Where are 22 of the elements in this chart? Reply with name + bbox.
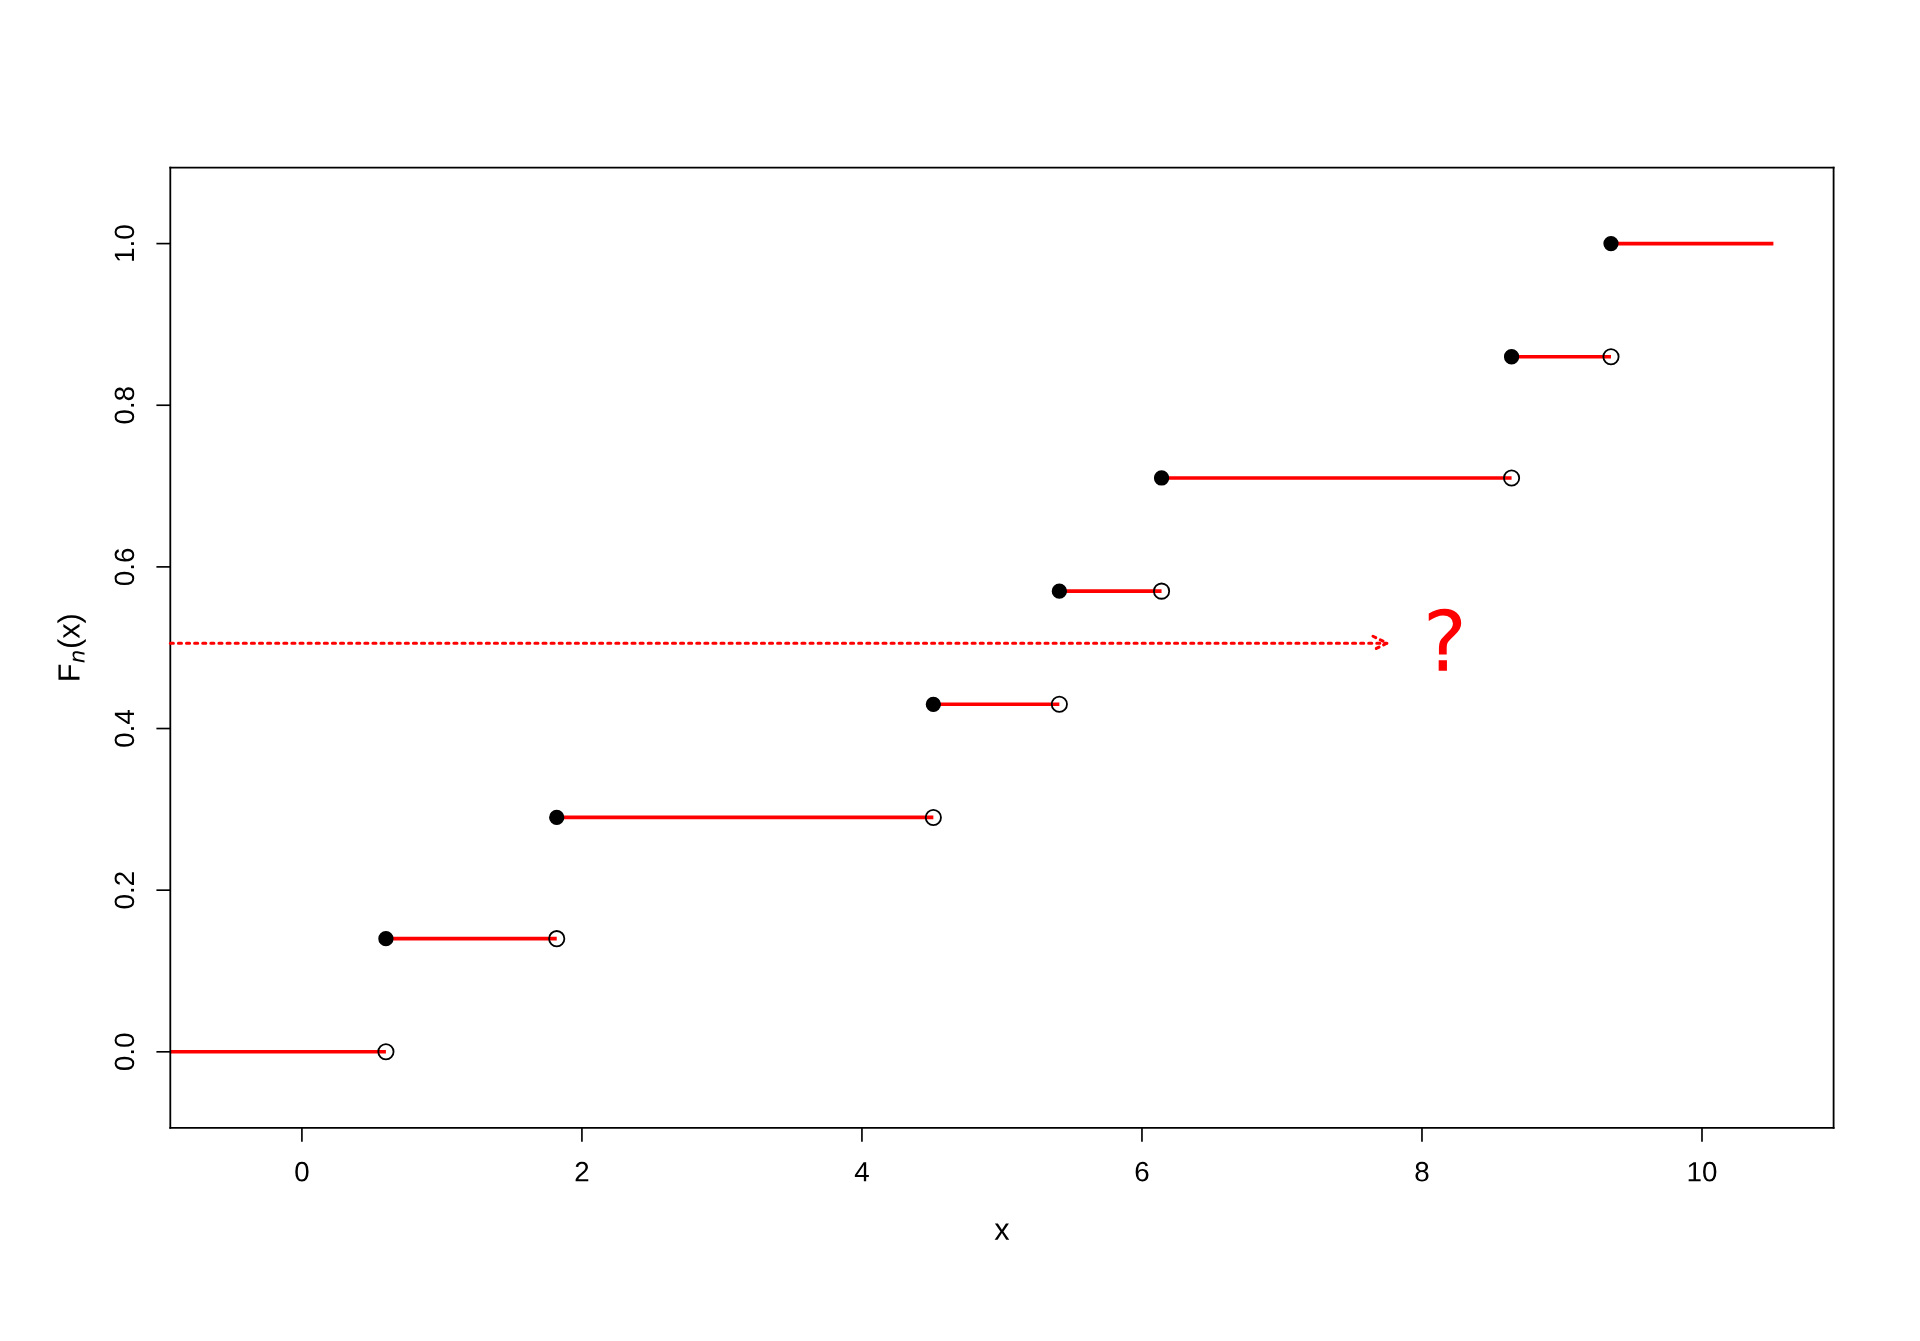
- x-tick-label: 0: [295, 1161, 309, 1182]
- y-tick-label: 1.0: [114, 225, 135, 261]
- point: [548, 930, 566, 948]
- annotation: ?: [1428, 608, 1462, 671]
- x-tick-label: 4: [854, 1162, 869, 1182]
- y-axis-title: F$_{n}$(x): [57, 615, 86, 680]
- y-tick-label: 0.2: [114, 872, 135, 909]
- point: [1153, 582, 1171, 600]
- x-tick-label: 2: [575, 1161, 589, 1182]
- point: [924, 808, 942, 826]
- y-tick-label: 0.4: [114, 710, 135, 747]
- point: [377, 1043, 395, 1061]
- point: [1602, 348, 1620, 366]
- y-tick-label: 0.6: [114, 548, 135, 586]
- y-tick-label: 0.8: [114, 387, 135, 424]
- point: [1050, 695, 1068, 713]
- x-tick-label: 10: [1688, 1161, 1717, 1182]
- y-tick-label: 0.0: [114, 1033, 135, 1071]
- x-tick-label: 8: [1415, 1161, 1429, 1182]
- x-axis-title: x: [994, 1223, 1010, 1240]
- point: [1503, 469, 1521, 487]
- x-tick-label: 6: [1135, 1161, 1149, 1182]
